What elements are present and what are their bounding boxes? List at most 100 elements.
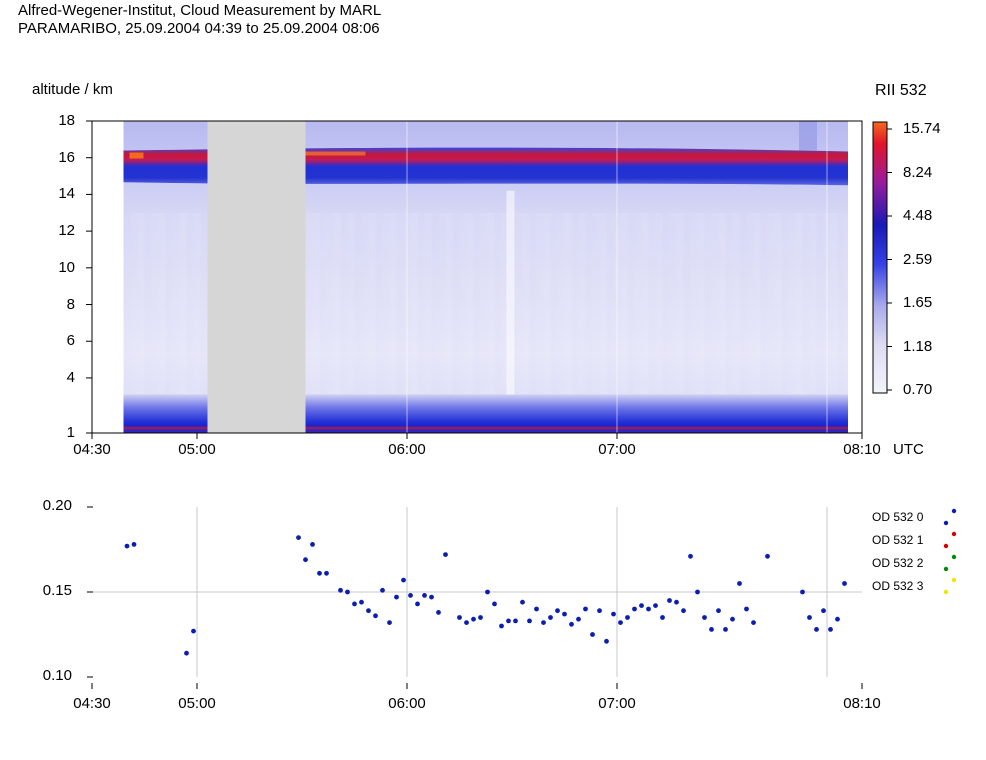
scatter-point (191, 628, 196, 634)
scatter-point (352, 601, 357, 607)
scatter-point (688, 553, 693, 559)
colorbar-tick-label: 1.18 (903, 337, 933, 355)
scatter-point (800, 589, 805, 595)
no-data-gap (207, 121, 306, 433)
scatter-x-tick-label: 08:10 (843, 695, 881, 712)
scatter-point (373, 613, 378, 619)
scatter-point (555, 608, 560, 614)
scatter-point (632, 606, 637, 612)
scatter-point (380, 587, 385, 593)
scatter-point (562, 611, 567, 617)
scatter-point (576, 616, 581, 622)
colorbar-tick-label: 4.48 (903, 207, 933, 224)
legend-dot (951, 577, 957, 583)
scatter-point (709, 627, 714, 632)
colorbar-title: RII 532 (875, 82, 927, 99)
heatmap-y-tick-label: 16 (58, 148, 75, 166)
scatter-y-tick-label: 0.15 (42, 582, 72, 599)
heatmap-x-tick-label: 05:00 (178, 441, 216, 458)
scatter-axes (87, 506, 863, 689)
cirrus-peak-patch (129, 152, 144, 159)
scatter-point (131, 542, 137, 547)
scatter-point (464, 620, 469, 625)
scatter-point (443, 552, 448, 557)
scatter-x-tick-label: 05:00 (178, 695, 216, 712)
scatter-point (345, 589, 350, 595)
scatter-point (513, 618, 518, 624)
scatter-point (611, 611, 616, 617)
scatter-point (303, 557, 308, 563)
scatter-point (401, 577, 406, 583)
scatter-point (597, 608, 602, 614)
scatter-point (569, 621, 574, 627)
scatter-point (478, 615, 483, 620)
scatter-point (814, 627, 819, 632)
scatter-point (296, 535, 301, 540)
colorbar-tick-label: 15.74 (903, 120, 941, 137)
scatter-point (842, 581, 847, 586)
legend-dot (943, 543, 949, 549)
scatter-point (359, 599, 364, 605)
legend-dot (943, 520, 949, 526)
scatter-point (184, 650, 189, 656)
scatter-point (625, 615, 630, 620)
scatter-point (499, 623, 504, 629)
heatmap-axes (86, 120, 863, 439)
scatter-point (807, 615, 812, 620)
scatter-point (751, 620, 756, 625)
scatter-point (338, 587, 343, 593)
heatmap-y-tick-label: 8 (66, 295, 75, 313)
scatter-point (457, 615, 462, 620)
scatter-point (702, 615, 707, 620)
scatter-x-tick-label: 06:00 (388, 695, 426, 712)
heatmap-y-tick-label: 14 (58, 185, 75, 203)
colorbar (872, 121, 892, 394)
colorbar-tick-label: 1.65 (903, 294, 933, 311)
legend-label: OD 532 1 (872, 533, 924, 547)
heatmap-y-tick-label: 6 (66, 332, 75, 350)
chart-title-line2: PARAMARIBO, 25.09.2004 04:39 to 25.09.20… (18, 20, 380, 37)
scatter-point (124, 543, 130, 549)
colorbar-tick-label: 8.24 (903, 163, 933, 181)
scatter-point (541, 620, 546, 625)
scatter-point (737, 581, 742, 586)
heatmap-frame (91, 120, 863, 434)
legend-dot (943, 589, 949, 595)
legend-dot (943, 566, 949, 572)
legend-dots (943, 508, 957, 595)
scatter-point (366, 608, 371, 614)
scatter-point (317, 570, 322, 576)
heatmap-y-tick-label: 4 (66, 368, 75, 386)
scatter-point (828, 627, 833, 632)
scatter-point (590, 632, 595, 637)
scatter-point (394, 594, 399, 600)
scatter-point (716, 608, 721, 614)
scatter-point (471, 616, 476, 622)
legend-dot (951, 508, 957, 514)
scatter-point (310, 542, 315, 547)
scatter-point (534, 606, 539, 612)
chart-title-line1: Alfred-Wegener-Institut, Cloud Measureme… (18, 2, 382, 19)
scatter-point (639, 603, 644, 608)
scatter-point (646, 606, 651, 612)
scatter-point (695, 589, 700, 595)
scatter-x-tick-label: 07:00 (598, 695, 636, 712)
heatmap-y-tick-label: 18 (58, 112, 75, 129)
scatter-point (744, 606, 749, 612)
scatter-point (660, 615, 665, 620)
scatter-point (492, 601, 497, 607)
scatter-point (583, 606, 588, 612)
heatmap-x-axis-label: UTC (893, 441, 924, 458)
scatter-y-tick-label: 0.10 (42, 667, 72, 684)
scatter-point (415, 601, 420, 607)
scatter-point (429, 594, 434, 600)
scatter-point (674, 599, 679, 605)
heatmap-x-tick-label: 08:10 (843, 441, 881, 458)
scatter-point (821, 608, 826, 614)
heatmap-y-tick-label: 12 (58, 222, 75, 240)
scatter-point (604, 638, 609, 644)
scatter-point (422, 593, 427, 598)
scatter-point (765, 553, 770, 559)
heatmap-y-tick-label: 10 (58, 258, 75, 276)
